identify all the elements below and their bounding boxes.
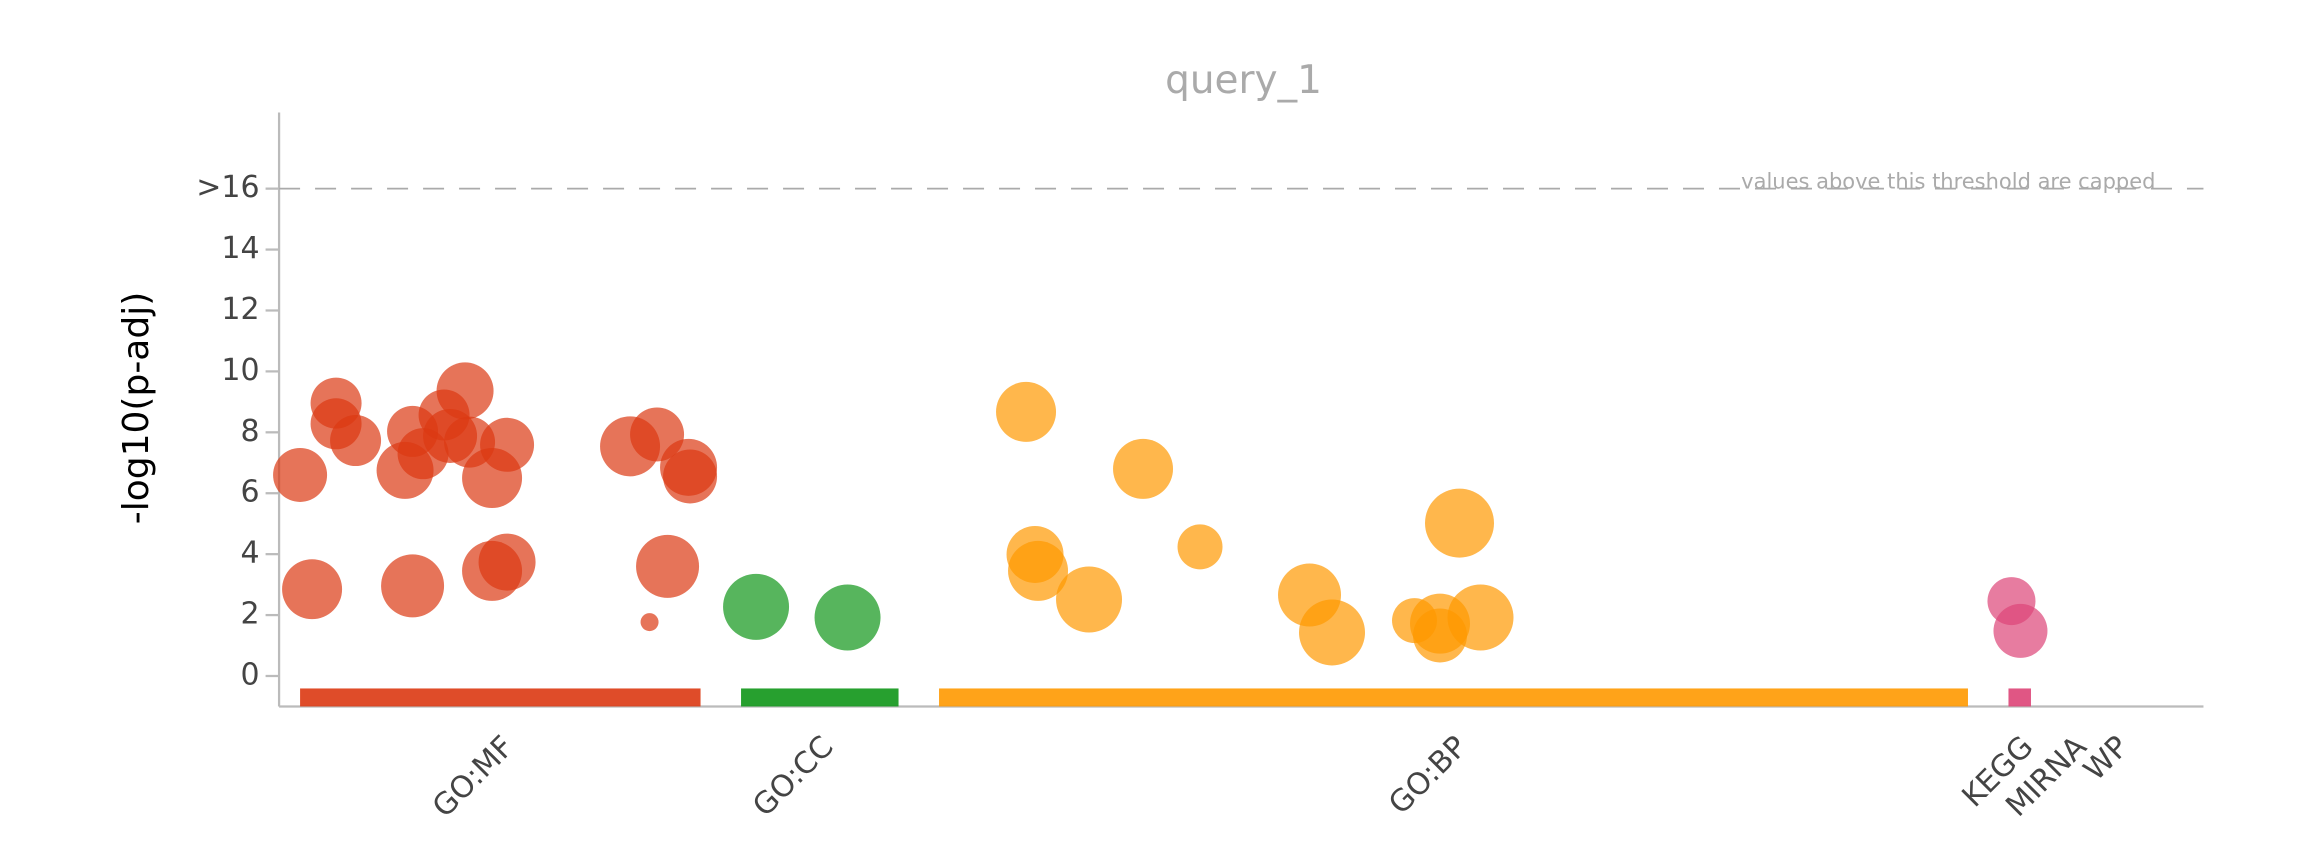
data-point <box>1299 599 1366 666</box>
source-bar <box>939 688 1968 707</box>
data-point <box>282 559 343 620</box>
data-point <box>1425 488 1495 558</box>
x-tick-label: GO:BP <box>1382 729 1474 821</box>
y-tick-label: 12 <box>221 292 259 327</box>
data-point <box>636 534 700 598</box>
x-tick-label: GO:CC <box>746 729 840 823</box>
y-axis-label: -log10(p-adj) <box>116 292 157 524</box>
y-tick-label: 0 <box>241 657 260 692</box>
y-tick-label: 8 <box>241 414 260 449</box>
data-point <box>1056 566 1123 633</box>
data-point <box>273 447 328 502</box>
y-tick-label: >16 <box>196 170 259 205</box>
x-tick-label: GO:MF <box>426 729 521 824</box>
data-point <box>640 613 659 632</box>
data-point <box>1993 603 2048 658</box>
data-point <box>381 554 445 618</box>
data-point <box>814 584 881 651</box>
x-tick-label: WP <box>2077 729 2136 788</box>
data-point <box>1008 540 1069 601</box>
y-tick-label: 10 <box>221 353 259 388</box>
y-tick-label: 14 <box>221 231 259 266</box>
source-bar <box>741 688 899 707</box>
y-tick-label: 4 <box>241 536 260 571</box>
data-point <box>1113 438 1174 499</box>
y-tick-label: 6 <box>241 475 260 510</box>
source-bar <box>300 688 701 707</box>
data-point <box>1447 584 1514 651</box>
data-point <box>330 415 382 467</box>
y-tick-label: 2 <box>241 597 260 632</box>
data-point <box>436 362 494 420</box>
data-point <box>663 449 718 504</box>
chart-title: query_1 <box>1165 58 1322 103</box>
data-point <box>723 573 790 640</box>
data-point <box>480 417 535 472</box>
data-point <box>1177 524 1223 570</box>
data-point <box>478 533 536 591</box>
data-point <box>996 381 1057 442</box>
threshold-annotation: values above this threshold are capped <box>1741 170 2155 194</box>
source-bar <box>2008 688 2031 707</box>
